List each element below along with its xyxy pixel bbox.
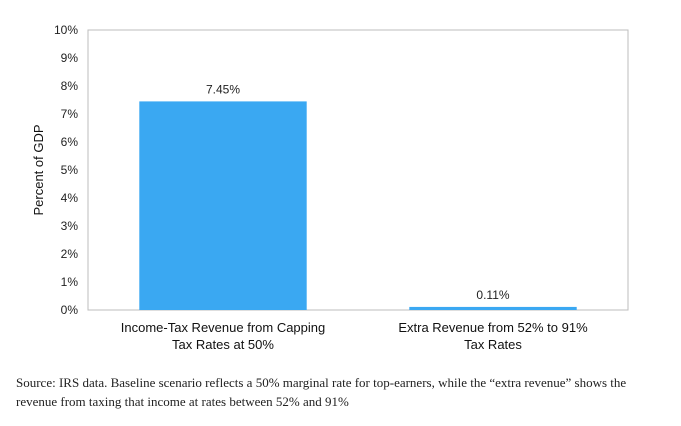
y-tick-label: 9%: [61, 51, 79, 65]
bar-chart: 0% 1% 2% 3% 4% 5% 6% 7% 8% 9% 10% Percent of GDP 7…: [31, 23, 629, 352]
bar-value-label: 7.45%: [206, 82, 240, 96]
y-tick-label: 8%: [61, 79, 79, 93]
bar-value-label: 0.11%: [476, 288, 509, 302]
y-tick-label: 10%: [54, 23, 78, 37]
bar: [139, 101, 307, 311]
source-note: Source: IRS data. Baseline scenario refl…: [16, 375, 627, 409]
y-axis-ticks: 0% 1% 2% 3% 4% 5% 6% 7% 8% 9% 10%: [54, 23, 78, 317]
bar: [409, 306, 577, 310]
category-label: Income-Tax Revenue from Capping: [121, 320, 326, 335]
y-tick-label: 0%: [61, 303, 79, 317]
y-tick-label: 1%: [61, 275, 79, 289]
category-label: Tax Rates: [464, 337, 522, 352]
y-tick-label: 7%: [61, 107, 79, 121]
category-label: Extra Revenue from 52% to 91%: [398, 320, 588, 335]
category-labels: Income-Tax Revenue from Capping Tax Rates…: [121, 320, 588, 352]
y-tick-label: 4%: [61, 191, 79, 205]
y-tick-label: 3%: [61, 219, 79, 233]
y-tick-label: 6%: [61, 135, 79, 149]
category-label: Tax Rates at 50%: [172, 337, 274, 352]
y-axis-label: Percent of GDP: [31, 124, 46, 215]
y-tick-label: 2%: [61, 247, 79, 261]
bars: 7.45% 0.11%: [139, 82, 577, 311]
y-tick-label: 5%: [61, 163, 79, 177]
plot-frame: [87, 29, 629, 311]
